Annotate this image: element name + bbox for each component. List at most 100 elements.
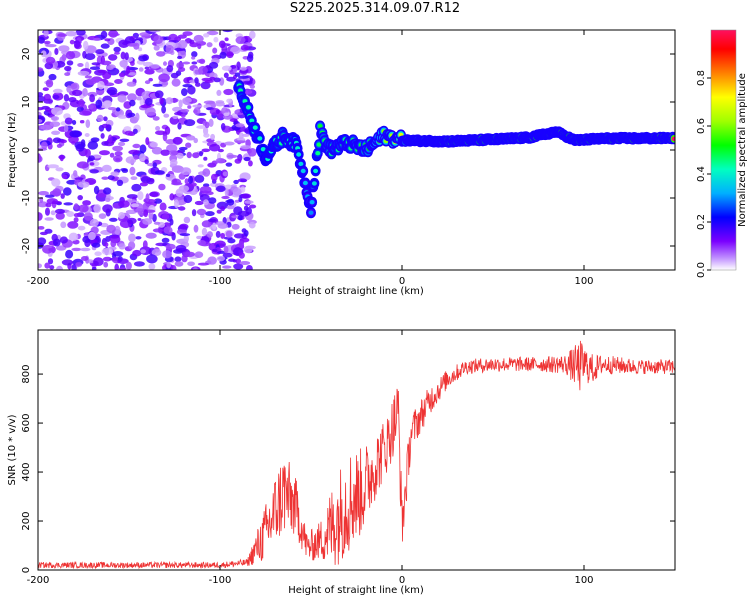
noise-blob	[137, 218, 142, 221]
noise-blob	[200, 81, 211, 90]
noise-blob	[135, 236, 142, 240]
noise-blob	[93, 257, 104, 266]
snr-panel: -200 -100 0 100 0 200 400 600 800 Height of str…	[7, 329, 676, 596]
noise-blob	[184, 251, 196, 257]
noise-blob	[159, 97, 164, 105]
noise-blob	[202, 168, 211, 177]
noise-blob	[204, 121, 210, 129]
noise-blob	[142, 240, 148, 250]
noise-blob	[174, 261, 184, 267]
noise-blob	[139, 182, 148, 187]
noise-blob	[197, 262, 209, 266]
noise-blob	[178, 206, 186, 211]
noise-blob	[221, 195, 230, 200]
noise-blob	[171, 182, 183, 186]
noise-blob	[103, 187, 112, 195]
noise-blob	[249, 84, 255, 89]
noise-blob	[169, 218, 174, 226]
noise-blob	[49, 121, 61, 127]
noise-blob	[187, 85, 196, 95]
noise-blob	[170, 159, 178, 167]
noise-blob	[162, 250, 172, 259]
noise-blob	[248, 160, 253, 167]
colorbar-tick-label: 0.6	[696, 118, 707, 134]
noise-blob	[144, 80, 151, 85]
noise-blob	[72, 120, 77, 125]
ridge-core	[308, 210, 314, 215]
noise-blob	[177, 122, 182, 130]
noise-blob	[89, 66, 101, 70]
noise-blob	[238, 240, 245, 249]
noise-blob	[117, 94, 127, 103]
noise-blob	[201, 148, 211, 153]
noise-blob	[172, 115, 179, 120]
noise-blob	[45, 56, 56, 64]
noise-blob	[85, 119, 91, 128]
y-tick-label: -10	[21, 190, 32, 206]
noise-blob	[163, 61, 167, 66]
x-tick-label: -100	[209, 276, 232, 287]
noise-blob	[89, 94, 95, 103]
colorbar-tick-label: 0.0	[696, 262, 707, 278]
ridge-core	[317, 123, 323, 129]
noise-blob	[103, 116, 108, 122]
noise-blob	[102, 71, 112, 80]
noise-blob	[66, 179, 77, 185]
noise-blob	[238, 132, 244, 140]
noise-blob	[73, 40, 81, 49]
noise-blob	[77, 225, 86, 231]
noise-blob	[209, 76, 216, 81]
noise-blob	[100, 133, 105, 139]
noise-blob	[183, 234, 189, 243]
noise-blob	[216, 255, 226, 262]
noise-blob	[56, 143, 63, 148]
noise-blob	[226, 76, 236, 82]
noise-blob	[65, 31, 78, 37]
noise-blob	[128, 149, 140, 155]
x-tick-label: -200	[27, 276, 50, 287]
noise-blob	[226, 205, 235, 210]
noise-blob	[226, 154, 238, 158]
noise-blob	[61, 259, 74, 266]
noise-blob	[102, 256, 112, 262]
noise-blob	[85, 78, 97, 85]
noise-blob	[153, 45, 160, 51]
noise-blob	[106, 65, 114, 70]
noise-blob	[38, 212, 43, 221]
noise-blob	[124, 52, 129, 61]
ridge-core	[296, 152, 302, 157]
noise-blob	[138, 67, 144, 72]
noise-blob	[114, 79, 123, 84]
noise-blob	[233, 233, 245, 239]
noise-blob	[222, 252, 233, 258]
noise-blob	[58, 45, 70, 52]
noise-blob	[211, 173, 218, 182]
noise-blob	[192, 267, 198, 270]
noise-blob	[48, 73, 57, 81]
noise-blob	[54, 48, 59, 55]
noise-blob	[133, 42, 140, 50]
y-tick-label: 600	[21, 414, 32, 433]
noise-blob	[45, 79, 54, 88]
ridge-core	[302, 180, 308, 186]
noise-blob	[66, 211, 75, 217]
noise-blob	[75, 262, 83, 267]
noise-blob	[64, 117, 73, 125]
noise-blob	[151, 146, 163, 155]
y-tick-label: 400	[21, 462, 32, 481]
noise-blob	[248, 221, 256, 229]
noise-blob	[144, 159, 149, 165]
noise-blob	[196, 235, 203, 240]
noise-blob	[38, 263, 42, 269]
noise-blob	[124, 130, 134, 136]
noise-blob	[181, 254, 188, 263]
noise-blob	[207, 218, 217, 223]
noise-blob	[108, 54, 118, 61]
colorbar-tick-label: 0.8	[696, 70, 707, 86]
noise-blob	[231, 223, 240, 230]
noise-blob	[201, 227, 208, 236]
noise-blob	[240, 44, 250, 51]
colorbar-ticks: 0.0 0.2 0.4 0.6 0.8	[696, 70, 711, 278]
noise-blob	[120, 51, 126, 60]
noise-blob	[130, 203, 139, 208]
